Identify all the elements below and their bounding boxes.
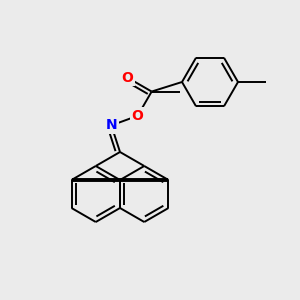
Text: N: N	[106, 118, 117, 132]
Text: O: O	[122, 70, 133, 85]
Text: O: O	[132, 109, 144, 123]
